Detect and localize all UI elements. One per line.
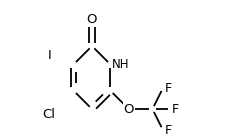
Text: NH: NH [112,58,129,71]
Text: F: F [164,124,171,137]
Text: F: F [164,82,171,95]
Text: Cl: Cl [42,108,55,121]
Text: F: F [172,103,179,116]
Text: O: O [86,13,97,26]
Text: O: O [123,103,134,116]
Text: I: I [47,49,51,62]
